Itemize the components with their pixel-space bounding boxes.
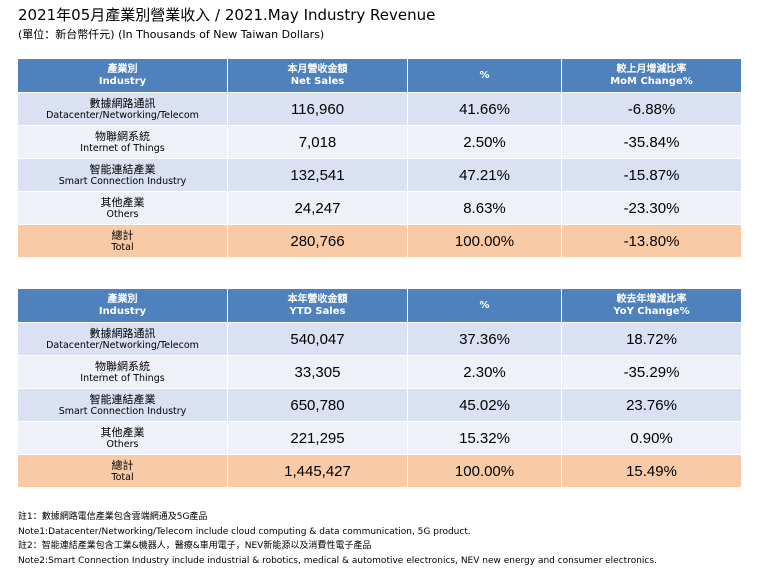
percent-cell: 37.36% xyxy=(408,323,562,356)
footnote-2-zh: 註2：智能連結產業包含工業&機器人，醫療&車用電子，NEV新能源以及消費性電子產… xyxy=(18,541,372,551)
sales-cell: 540,047 xyxy=(228,323,408,356)
change-cell: -6.88% xyxy=(562,93,742,126)
industry-cell: 其他產業 Others xyxy=(18,192,228,225)
percent-cell: 41.66% xyxy=(408,93,562,126)
header-mom-change: 較上月增減比率 MoM Change% xyxy=(562,59,742,93)
footnote-2-en: Note2:Smart Connection Industry include … xyxy=(18,555,657,566)
change-cell: -23.30% xyxy=(562,192,742,225)
table-row: 其他產業 Others 221,295 15.32% 0.90% xyxy=(18,422,742,455)
sales-cell: 221,295 xyxy=(228,422,408,455)
header-ytd-sales: 本年營收金額 YTD Sales xyxy=(228,289,408,323)
industry-cell: 物聯網系統 Internet of Things xyxy=(18,356,228,389)
industry-cell: 數據網路通訊 Datacenter/Networking/Telecom xyxy=(18,93,228,126)
sales-cell: 132,541 xyxy=(228,159,408,192)
change-cell: -13.80% xyxy=(562,225,742,258)
header-yoy-change: 較去年增減比率 YoY Change% xyxy=(562,289,742,323)
footnotes: 註1：數據網路電信產業包含雲端網通及5G產品 Note1:Datacenter/… xyxy=(18,510,657,568)
table-header-row: 產業別 Industry 本月營收金額 Net Sales % 較上月增減比率 MoM… xyxy=(18,59,742,93)
percent-cell: 15.32% xyxy=(408,422,562,455)
sales-cell: 7,018 xyxy=(228,126,408,159)
header-percent: % xyxy=(408,289,562,323)
industry-cell: 總計 Total xyxy=(18,455,228,488)
total-row: 總計 Total 1,445,427 100.00% 15.49% xyxy=(18,455,742,488)
unit-subtitle: (單位：新台幣仟元) (In Thousands of New Taiwan D… xyxy=(18,28,325,41)
percent-cell: 45.02% xyxy=(408,389,562,422)
ytd-revenue-table: 產業別 Industry 本年營收金額 YTD Sales % 較去年增減比率 YoY… xyxy=(18,289,742,488)
page-title: 2021年05月產業別營業收入 / 2021.May Industry Reve… xyxy=(18,6,436,24)
industry-cell: 其他產業 Others xyxy=(18,422,228,455)
sales-cell: 116,960 xyxy=(228,93,408,126)
sales-cell: 24,247 xyxy=(228,192,408,225)
industry-cell: 智能連結產業 Smart Connection Industry xyxy=(18,389,228,422)
header-industry: 產業別 Industry xyxy=(18,289,228,323)
header-percent: % xyxy=(408,59,562,93)
percent-cell: 2.30% xyxy=(408,356,562,389)
percent-cell: 100.00% xyxy=(408,455,562,488)
percent-cell: 100.00% xyxy=(408,225,562,258)
table-row: 物聯網系統 Internet of Things 33,305 2.30% -35… xyxy=(18,356,742,389)
percent-cell: 8.63% xyxy=(408,192,562,225)
sales-cell: 33,305 xyxy=(228,356,408,389)
industry-cell: 總計 Total xyxy=(18,225,228,258)
table-row: 智能連結產業 Smart Connection Industry 132,541 … xyxy=(18,159,742,192)
table-header-row: 產業別 Industry 本年營收金額 YTD Sales % 較去年增減比率 YoY… xyxy=(18,289,742,323)
total-row: 總計 Total 280,766 100.00% -13.80% xyxy=(18,225,742,258)
footnote-1-en: Note1:Datacenter/Networking/Telecom incl… xyxy=(18,526,471,537)
percent-cell: 47.21% xyxy=(408,159,562,192)
industry-cell: 物聯網系統 Internet of Things xyxy=(18,126,228,159)
sales-cell: 280,766 xyxy=(228,225,408,258)
footnote-1-zh: 註1：數據網路電信產業包含雲端網通及5G產品 xyxy=(18,512,208,522)
header-net-sales: 本月營收金額 Net Sales xyxy=(228,59,408,93)
industry-cell: 智能連結產業 Smart Connection Industry xyxy=(18,159,228,192)
sales-cell: 1,445,427 xyxy=(228,455,408,488)
change-cell: -15.87% xyxy=(562,159,742,192)
header-industry: 產業別 Industry xyxy=(18,59,228,93)
change-cell: -35.29% xyxy=(562,356,742,389)
change-cell: 23.76% xyxy=(562,389,742,422)
percent-cell: 2.50% xyxy=(408,126,562,159)
industry-cell: 數據網路通訊 Datacenter/Networking/Telecom xyxy=(18,323,228,356)
change-cell: -35.84% xyxy=(562,126,742,159)
table-row: 其他產業 Others 24,247 8.63% -23.30% xyxy=(18,192,742,225)
table-row: 數據網路通訊 Datacenter/Networking/Telecom 116,… xyxy=(18,93,742,126)
change-cell: 15.49% xyxy=(562,455,742,488)
table-row: 物聯網系統 Internet of Things 7,018 2.50% -35.… xyxy=(18,126,742,159)
monthly-revenue-table: 產業別 Industry 本月營收金額 Net Sales % 較上月增減比率 MoM… xyxy=(18,59,742,258)
table-row: 數據網路通訊 Datacenter/Networking/Telecom 540,… xyxy=(18,323,742,356)
change-cell: 18.72% xyxy=(562,323,742,356)
table-row: 智能連結產業 Smart Connection Industry 650,780 … xyxy=(18,389,742,422)
sales-cell: 650,780 xyxy=(228,389,408,422)
change-cell: 0.90% xyxy=(562,422,742,455)
